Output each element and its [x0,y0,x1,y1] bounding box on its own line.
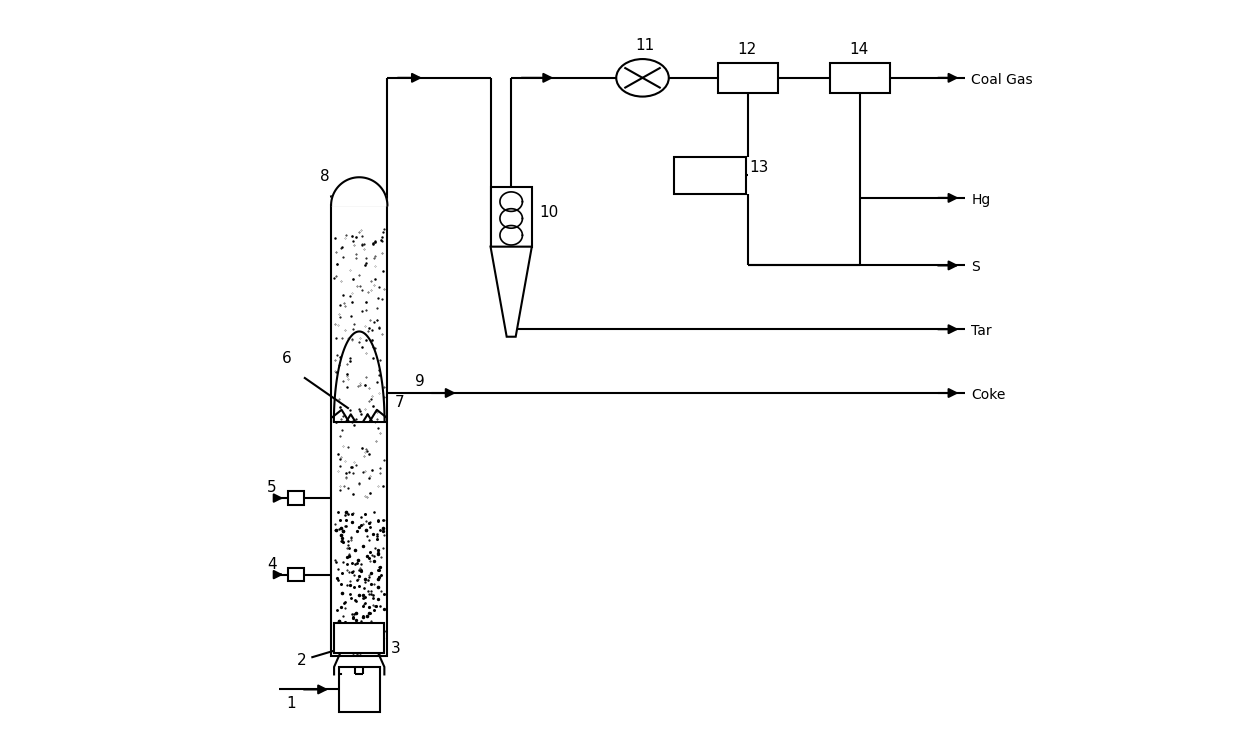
Bar [830,63,890,93]
Bar [288,568,304,581]
Text: 6: 6 [283,351,293,366]
Text: 3: 3 [391,641,401,656]
Bar [339,667,379,712]
Text: 8: 8 [320,169,330,184]
Text: 9: 9 [415,373,425,389]
Text: 10: 10 [539,205,558,220]
Text: 7: 7 [394,395,404,410]
Polygon shape [331,177,387,206]
Ellipse shape [616,59,668,97]
Polygon shape [491,246,532,336]
Bar [334,624,384,653]
Text: Coke: Coke [971,388,1006,402]
Text: S: S [971,260,980,274]
Text: Tar: Tar [971,324,992,338]
Text: Hg: Hg [971,193,991,207]
Bar [331,206,387,655]
Text: 2: 2 [298,652,308,668]
Text: 12: 12 [737,42,756,57]
Text: 5: 5 [268,480,277,495]
Bar [718,63,777,93]
Bar [288,491,304,505]
Bar [675,156,745,194]
Text: 4: 4 [268,556,277,572]
Bar [491,187,532,246]
Text: 14: 14 [849,42,869,57]
Text: Coal Gas: Coal Gas [971,73,1033,87]
Text: 1: 1 [286,696,295,711]
Text: 13: 13 [749,160,769,175]
Text: 11: 11 [635,38,655,53]
